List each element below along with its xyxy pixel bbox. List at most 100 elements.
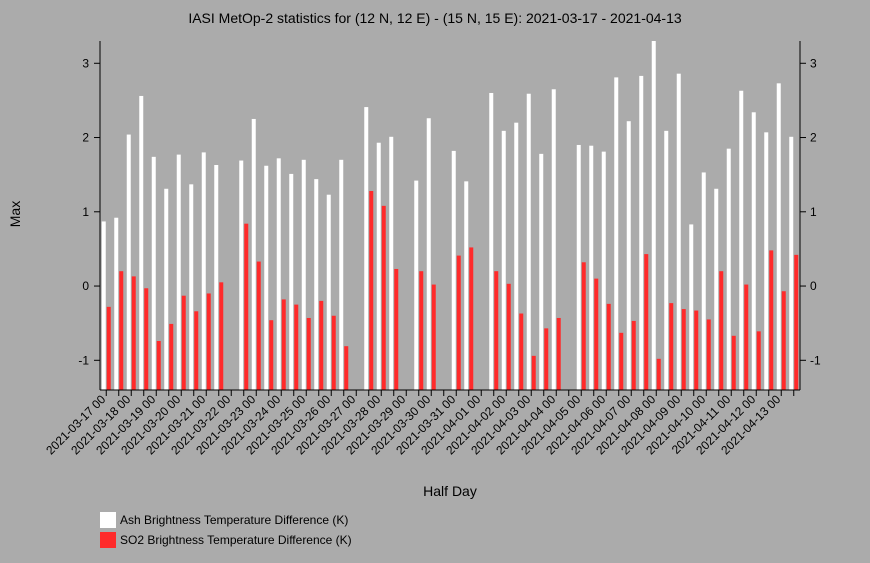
so2-bar (669, 303, 674, 390)
ash-bar (664, 130, 669, 390)
so2-bar (331, 315, 336, 390)
ash-bar (601, 151, 606, 390)
ash-bar (676, 73, 681, 391)
ash-bar (251, 118, 256, 391)
ash-bar (614, 77, 619, 391)
ash-bar (776, 83, 781, 390)
so2-bar (281, 299, 286, 390)
ash-bar (539, 153, 544, 390)
ash-bar (289, 173, 294, 390)
so2-bar (519, 313, 524, 390)
legend-label-ash: Ash Brightness Temperature Difference (K… (120, 513, 348, 527)
ash-bar (526, 93, 531, 390)
ash-bar (501, 130, 506, 390)
y-tick-label-left: 1 (82, 205, 89, 219)
so2-bar (169, 323, 174, 390)
y-axis-title: Max (7, 201, 23, 227)
so2-bar (131, 276, 136, 390)
so2-bar (369, 190, 374, 390)
y-tick-label-right: 2 (810, 131, 817, 145)
y-tick-label-right: 0 (810, 279, 817, 293)
plot-area (101, 41, 799, 391)
so2-bar (531, 355, 536, 390)
so2-bar (294, 304, 299, 390)
so2-bar (631, 320, 636, 390)
ash-bar (726, 148, 731, 390)
ash-bar (276, 158, 281, 390)
y-tick-label-right: 1 (810, 205, 817, 219)
so2-bar (544, 328, 549, 390)
ash-bar (514, 122, 519, 391)
so2-bar (394, 268, 399, 390)
ash-bar (264, 165, 269, 390)
so2-bar (206, 293, 211, 390)
so2-bar (219, 282, 224, 390)
so2-bar (656, 358, 661, 390)
so2-bar (694, 310, 699, 390)
ash-bar (701, 172, 706, 390)
so2-bar (594, 278, 599, 390)
ash-bar (139, 95, 144, 390)
so2-bar (506, 283, 511, 390)
ash-bar (214, 165, 219, 390)
so2-bar (244, 223, 249, 390)
so2-bar (469, 247, 474, 390)
so2-bar (731, 335, 736, 390)
ash-bar (339, 159, 344, 390)
y-tick-label-right: -1 (810, 353, 821, 367)
so2-bar (319, 300, 324, 390)
ash-bar (389, 136, 394, 390)
ash-bar (239, 160, 244, 390)
ash-bar (714, 188, 719, 390)
so2-bar (744, 284, 749, 390)
ash-bar (739, 90, 744, 390)
ash-bar (314, 179, 319, 390)
ash-bar (126, 134, 131, 390)
ash-bar (589, 145, 594, 390)
so2-bar (119, 271, 124, 390)
so2-bar (556, 317, 561, 390)
ash-bar (789, 136, 794, 390)
so2-bar (756, 331, 761, 390)
so2-bar (769, 250, 774, 390)
ash-bar (364, 107, 369, 391)
so2-bar (431, 284, 436, 390)
y-tick-label-right: 3 (810, 56, 817, 70)
so2-bar (144, 288, 149, 390)
ash-bar (301, 159, 306, 390)
so2-bar (419, 271, 424, 390)
ash-bar (451, 150, 456, 390)
ash-bar (201, 152, 206, 390)
ash-bar (576, 144, 581, 390)
ash-bar (689, 224, 694, 390)
ash-bar (551, 89, 556, 390)
legend-label-so2: SO2 Brightness Temperature Difference (K… (120, 533, 352, 547)
so2-bar (794, 254, 799, 390)
so2-bar (719, 271, 724, 390)
so2-bar (269, 320, 274, 390)
ash-bar (376, 142, 381, 390)
chart-title: IASI MetOp-2 statistics for (12 N, 12 E)… (188, 10, 682, 26)
so2-bar (156, 340, 161, 390)
so2-bar (181, 295, 186, 390)
ash-bar (764, 132, 769, 390)
ash-bar (176, 154, 181, 390)
so2-bar (456, 255, 461, 390)
ash-bar (151, 156, 156, 390)
ash-bar (101, 221, 106, 390)
y-tick-label-left: 3 (82, 56, 89, 70)
so2-bar (306, 317, 311, 390)
so2-bar (619, 332, 624, 390)
ash-bar (489, 92, 494, 390)
y-tick-label-left: -1 (78, 353, 89, 367)
ash-bar (751, 112, 756, 391)
so2-bar (644, 254, 649, 390)
ash-bar (414, 180, 419, 390)
legend-swatch-so2 (100, 532, 116, 548)
so2-bar (781, 291, 786, 390)
legend-swatch-ash (100, 512, 116, 528)
so2-bar (256, 261, 261, 390)
ash-bar (164, 188, 169, 390)
so2-bar (344, 346, 349, 390)
